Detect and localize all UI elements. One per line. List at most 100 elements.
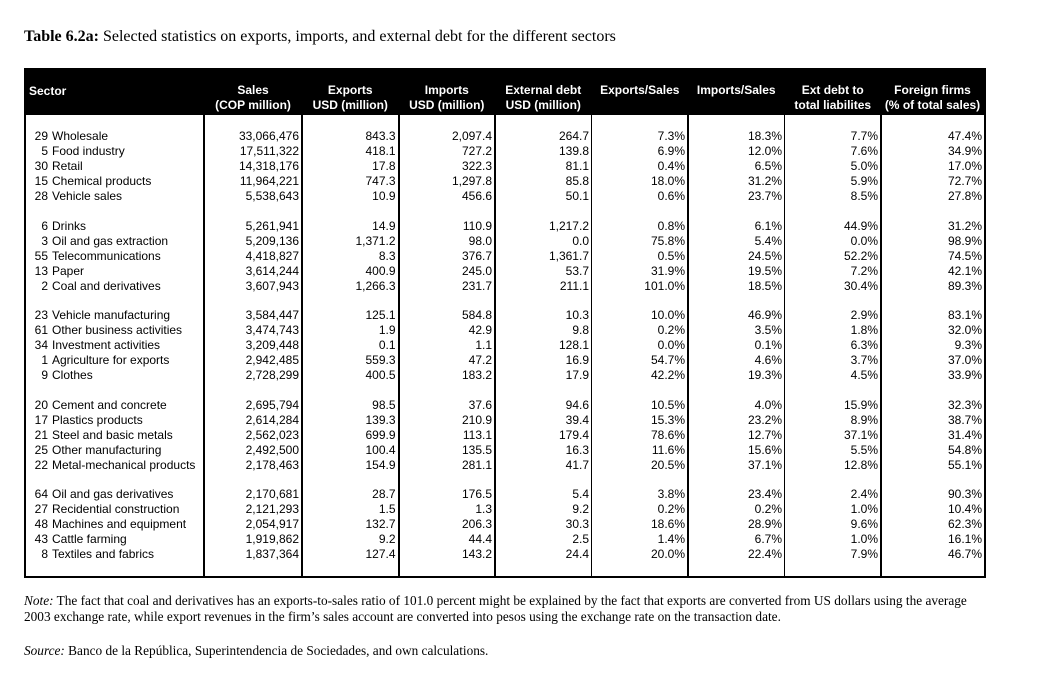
empty-cell	[591, 115, 689, 129]
value-cell: 1.1	[398, 338, 496, 353]
table-row: 64 Oil and gas derivatives 2,170,681 28.7 17…	[25, 487, 985, 502]
empty-cell	[688, 115, 785, 129]
value-cell: 2,728,299	[204, 368, 303, 383]
sector-cell: 61 Other business activities	[25, 323, 205, 338]
value-cell: 1.3	[398, 502, 496, 517]
empty-cell	[881, 383, 985, 398]
value-cell: 747.3	[302, 174, 400, 189]
value-cell: 3,209,448	[204, 338, 303, 353]
empty-cell	[688, 562, 785, 577]
value-cell: 0.0%	[784, 233, 882, 249]
value-cell: 11,964,221	[204, 174, 303, 189]
value-cell: 44.9%	[784, 218, 882, 234]
sector-name: Metal-mechanical products	[52, 457, 196, 472]
value-cell: 5,538,643	[204, 189, 303, 204]
column-header: Foreign firms (% of total sales)	[881, 69, 985, 115]
value-cell: 10.3	[495, 308, 592, 323]
value-cell: 2.9%	[784, 308, 882, 323]
value-cell: 143.2	[398, 547, 496, 562]
sector-name: Investment activities	[52, 338, 161, 352]
value-cell: 3,607,943	[204, 278, 303, 294]
column-header-line1: Ext debt to	[801, 83, 864, 97]
sector-cell: 21 Steel and basic metals	[25, 427, 205, 443]
value-cell: 9.8	[495, 323, 592, 338]
sector-cell: 13 Paper	[25, 263, 205, 279]
value-cell: 10.9	[302, 189, 400, 204]
value-cell: 0.2%	[688, 502, 785, 517]
value-cell: 24.5%	[688, 248, 785, 264]
value-cell: 10.0%	[591, 308, 689, 323]
value-cell: 139.3	[302, 412, 400, 428]
sector-code: 27	[34, 502, 48, 516]
sector-cell: 6 Drinks	[25, 218, 205, 234]
value-cell: 101.0%	[591, 278, 689, 294]
value-cell: 0.4%	[591, 159, 689, 174]
value-cell: 2,097.4	[398, 129, 496, 144]
value-cell: 3,614,244	[204, 263, 303, 279]
empty-cell	[591, 204, 689, 219]
sector-name: Food industry	[52, 144, 125, 158]
value-cell: 210.9	[398, 412, 496, 428]
value-cell: 83.1%	[947, 308, 982, 322]
value-cell: 37.1%	[784, 427, 882, 443]
value-cell: 75.8%	[591, 233, 689, 249]
value-cell: 0.1%	[688, 338, 785, 353]
sector-cell: 27 Recidential construction	[25, 502, 205, 517]
sector-name: Retail	[52, 159, 83, 173]
empty-cell	[495, 115, 592, 129]
value-cell: 33.9%	[947, 368, 982, 382]
value-cell: 1.8%	[784, 323, 882, 338]
value-cell: 7.3%	[591, 129, 689, 144]
sector-name: Coal and derivatives	[52, 278, 161, 293]
value-cell: 24.4	[495, 547, 592, 562]
value-cell: 74.5%	[947, 248, 982, 263]
sector-cell: 29 Wholesale	[25, 129, 205, 144]
sector-name: Plastics products	[52, 412, 143, 427]
value-cell: 23.2%	[688, 412, 785, 428]
table-caption: Selected statistics on exports, imports,…	[98, 28, 616, 45]
sector-cell: 25 Other manufacturing	[25, 442, 205, 458]
sector-name: Other business activities	[52, 323, 183, 337]
value-cell: 2,121,293	[204, 502, 303, 517]
table-row: 21 Steel and basic metals 2,562,023 699.9 11…	[25, 427, 985, 443]
sector-code: 20	[34, 397, 48, 412]
value-cell: 28.9%	[688, 517, 785, 532]
value-cell: 113.1	[398, 427, 496, 443]
sector-code: 28	[34, 189, 48, 203]
value-cell: 245.0	[398, 263, 496, 279]
empty-cell	[25, 204, 205, 219]
value-cell: 4.0%	[688, 397, 785, 413]
empty-cell	[688, 383, 785, 398]
table-number: Table 6.2a:	[24, 28, 99, 45]
value-cell: 2,614,284	[204, 412, 303, 428]
value-cell: 727.2	[398, 144, 496, 159]
value-cell: 2,170,681	[204, 487, 303, 502]
empty-cell	[881, 115, 985, 129]
value-cell: 3,584,447	[204, 308, 303, 323]
sector-name: Other manufacturing	[52, 442, 162, 457]
sector-code: 29	[34, 129, 48, 143]
table-row: 61 Other business activities 3,474,743 1.9 4…	[25, 323, 985, 338]
empty-cell	[302, 383, 400, 398]
value-cell: 54.8%	[947, 442, 982, 457]
column-header-line1: Imports/Sales	[696, 83, 776, 97]
sector-cell: 8 Textiles and fabrics	[25, 547, 205, 562]
sector-code: 15	[34, 174, 48, 188]
sector-code: 61	[34, 323, 48, 337]
sector-cell: 55 Telecommunications	[25, 248, 205, 264]
column-header-line2: (% of total sales)	[884, 98, 981, 112]
value-cell: 4.6%	[688, 353, 785, 368]
empty-cell	[495, 562, 592, 577]
value-cell: 1,361.7	[495, 248, 592, 264]
value-cell: 1,837,364	[204, 547, 303, 562]
table-row: 29 Wholesale 33,066,476 843.3 2,097.4 264.7 7.…	[25, 129, 985, 144]
value-cell: 5,209,136	[204, 233, 303, 249]
value-cell: 2,492,500	[204, 442, 303, 458]
sector-name: Chemical products	[52, 174, 152, 188]
value-cell: 10.5%	[591, 397, 689, 413]
value-cell: 15.6%	[688, 442, 785, 458]
table-title: Table 6.2a: Selected statistics on expor…	[24, 28, 616, 46]
value-cell: 584.8	[398, 308, 496, 323]
value-cell: 37.1%	[688, 457, 785, 473]
table-row: 55 Telecommunications 4,418,827 8.3 376.7 1,3…	[25, 248, 985, 264]
